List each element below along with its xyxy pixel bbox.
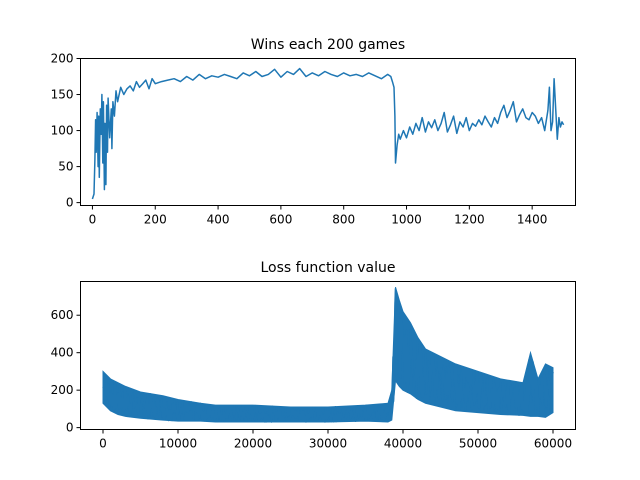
loss-x-axis: 0 10000 20000 30000 40000 50000 60000 — [99, 429, 572, 451]
loss-y-tick-label: 200 — [51, 383, 74, 397]
loss-x-tick-label: 10000 — [159, 437, 197, 451]
wins-x-tick-label: 1200 — [454, 213, 485, 227]
wins-x-tick-label: 1000 — [391, 213, 422, 227]
wins-y-tick-label: 150 — [51, 88, 74, 102]
subplot-wins: Wins each 200 games 0 200 400 600 800 1000 120… — [51, 37, 576, 227]
loss-axes-frame — [80, 281, 576, 430]
loss-y-tick-label: 600 — [51, 308, 74, 322]
wins-x-tick-label: 1400 — [517, 213, 548, 227]
loss-series-line — [102, 287, 554, 423]
loss-x-tick-label: 0 — [99, 437, 107, 451]
wins-x-tick-label: 200 — [144, 213, 167, 227]
loss-y-tick-label: 400 — [51, 346, 74, 360]
loss-series-band — [102, 286, 554, 423]
loss-x-tick-label: 60000 — [534, 437, 572, 451]
wins-axes-frame — [80, 58, 576, 206]
wins-x-tick-label: 400 — [207, 213, 230, 227]
subplot-loss: Loss function value 0 10000 20000 30000 4000… — [51, 260, 576, 451]
loss-plot-area — [102, 286, 554, 423]
wins-x-tick-label: 800 — [332, 213, 355, 227]
wins-series-line — [91, 67, 565, 200]
loss-y-axis: 0 200 400 600 — [51, 308, 81, 435]
wins-y-tick-label: 50 — [58, 160, 73, 174]
wins-x-axis: 0 200 400 600 800 1000 1200 1400 — [89, 205, 548, 227]
wins-y-tick-label: 100 — [51, 124, 74, 138]
wins-y-tick-label: 200 — [51, 52, 74, 66]
loss-x-tick-label: 50000 — [459, 437, 497, 451]
loss-y-tick-label: 0 — [66, 421, 74, 435]
loss-x-tick-label: 20000 — [234, 437, 272, 451]
wins-y-axis: 0 50 100 150 200 — [51, 52, 81, 210]
wins-x-tick-label: 0 — [89, 213, 97, 227]
wins-x-tick-label: 600 — [269, 213, 292, 227]
wins-y-tick-label: 0 — [66, 196, 74, 210]
wins-plot-area — [91, 67, 565, 200]
loss-x-tick-label: 30000 — [309, 437, 347, 451]
chart-title-loss: Loss function value — [260, 260, 395, 276]
chart-title-wins: Wins each 200 games — [251, 37, 405, 53]
loss-x-tick-label: 40000 — [384, 437, 422, 451]
